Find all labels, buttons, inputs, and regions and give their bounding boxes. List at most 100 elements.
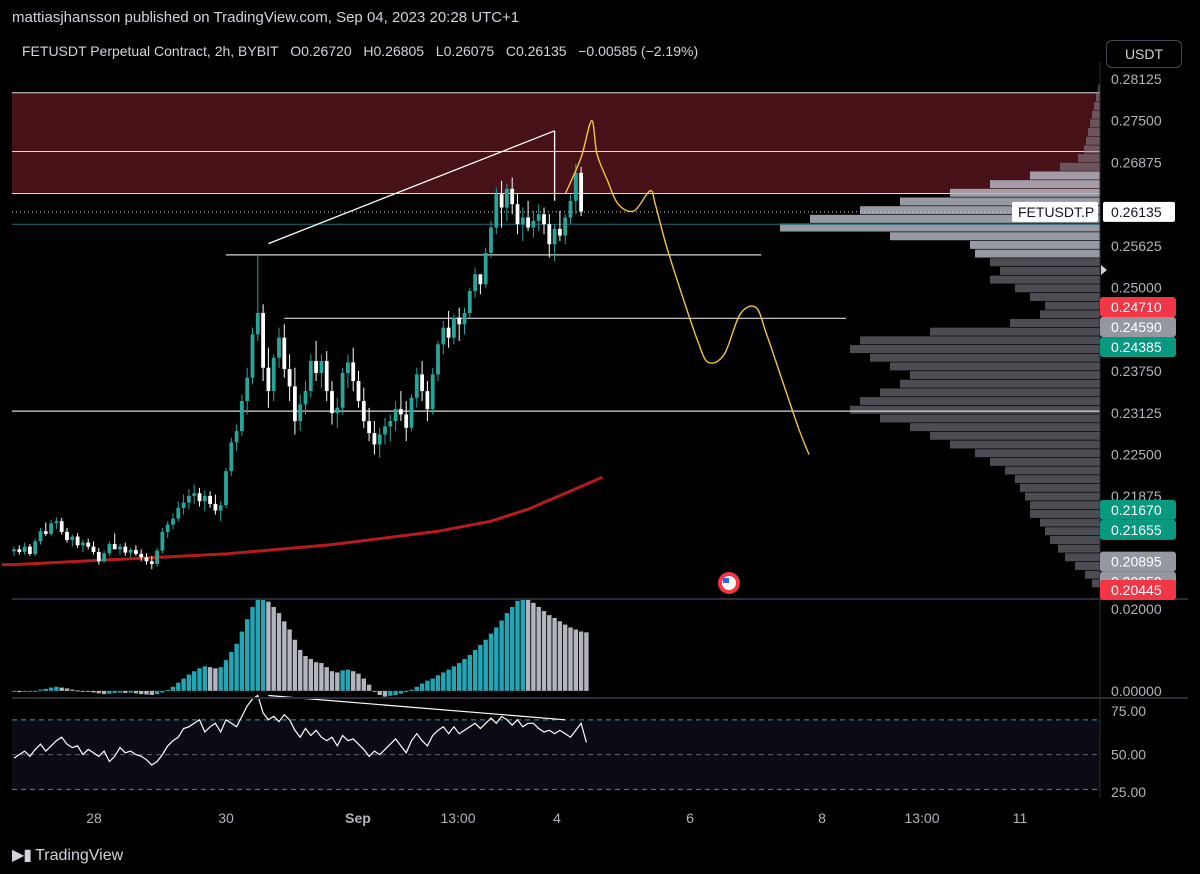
candle-body [208,495,212,504]
profile-bar-27 [1010,318,1100,327]
candle-25 [144,553,149,565]
price-tag-bg-3 [1100,499,1176,520]
candle-53 [293,367,297,435]
candle-body [399,409,403,415]
candle-body [118,546,122,550]
macd-bar-64 [351,671,356,691]
price-tag-5: 0.20895 [1111,554,1162,570]
time-tick-8: 11 [1013,810,1028,826]
candle-69 [377,427,382,458]
candle-12 [75,533,80,548]
candle-body [38,531,43,542]
candle-body [224,471,228,506]
high-value: 0.26805 [373,43,425,59]
profile-bar-7 [1084,145,1100,154]
candle-body [255,312,260,335]
candle-body [165,524,170,532]
macd-bar-66 [361,678,366,691]
macd-bar-83 [451,666,457,691]
time-axis[interactable]: 28 30 Sep 13:00 4 6 8 13:00 11 [86,810,1027,826]
currency-button[interactable]: USDT [1106,40,1182,68]
time-tick-4: 4 [553,810,561,826]
macd-bar-29 [165,690,170,692]
macd-bar-51 [282,621,287,691]
profile-bar-39 [910,423,1100,432]
macd-bar-74 [404,690,409,693]
candle-body [102,553,106,562]
candle-72 [393,401,398,432]
candle-66 [361,387,366,428]
bottom-bar [0,836,1200,874]
macd-histogram [11,598,589,697]
profile-bar-12 [950,188,1100,197]
candle-body [361,401,366,422]
candle-body [123,546,128,553]
profile-bar-14 [860,206,1100,215]
candle-body [86,542,91,547]
candle-63 [346,354,350,388]
macd-bar-38 [213,668,218,691]
tv-logo-icon: ▶▮ [12,847,32,864]
macd-bar-85 [462,658,467,691]
candle-body [372,433,377,445]
candle-37 [208,491,212,508]
profile-bar-41 [950,440,1100,449]
profile-bar-36 [860,397,1100,406]
macd-bar-67 [366,684,372,691]
profile-bar-53 [1058,544,1100,553]
price-tick-4: 0.25000 [1111,280,1162,296]
candle-107 [579,166,583,217]
macd-bar-12 [75,690,80,692]
candle-23 [134,545,138,556]
candle-body [303,391,308,405]
candle-57 [314,341,318,382]
candle-body [144,557,149,562]
candle-body [75,536,80,546]
macd-bar-40 [223,660,229,691]
candle-body [377,434,382,445]
candle-body [229,442,234,472]
macd-bar-104 [563,624,568,691]
candle-body [33,541,38,554]
candle-36 [202,490,207,512]
candle-body [213,503,218,511]
candle-body [425,391,430,410]
macd-bar-20 [117,690,123,693]
macd-bar-107 [578,631,584,691]
macd-bar-70 [382,690,388,697]
price-tag-1: 0.24590 [1111,319,1162,335]
candle-body [473,274,477,291]
profile-bar-5 [1088,128,1100,137]
macd-bar-37 [207,667,213,691]
profile-bar-25 [1045,301,1100,310]
macd-bar-39 [218,667,223,691]
macd-bar-22 [128,690,133,693]
candle-92 [499,180,504,228]
candle-body [181,502,186,508]
candle-body [330,391,334,414]
candle-body [250,334,255,378]
tradingview-logo[interactable]: ▶▮ TradingView [12,845,123,865]
candle-body [266,367,271,392]
us-flag-event-canton [723,578,729,583]
candle-body [22,546,27,552]
macd-bar-19 [112,690,117,693]
candle-body [542,214,546,225]
candle-body [573,172,578,201]
macd-bar-33 [186,674,192,691]
candle-94 [510,177,515,215]
candle-body [293,386,297,422]
candle-29 [165,521,170,538]
price-tag-4: 0.21655 [1111,522,1162,538]
candle-105 [568,194,573,225]
candle-body [520,217,525,225]
time-tick-0: 28 [86,810,102,826]
candle-102 [552,224,557,261]
macd-bar-36 [202,666,207,691]
price-axis[interactable]: 0.28125 0.27500 0.26875 0.25625 0.25000 0.237… [1101,71,1162,800]
candle-body [367,421,371,434]
candle-89 [483,247,488,288]
price-tick-5: 0.23750 [1111,363,1162,379]
macd-bar-31 [176,682,181,691]
